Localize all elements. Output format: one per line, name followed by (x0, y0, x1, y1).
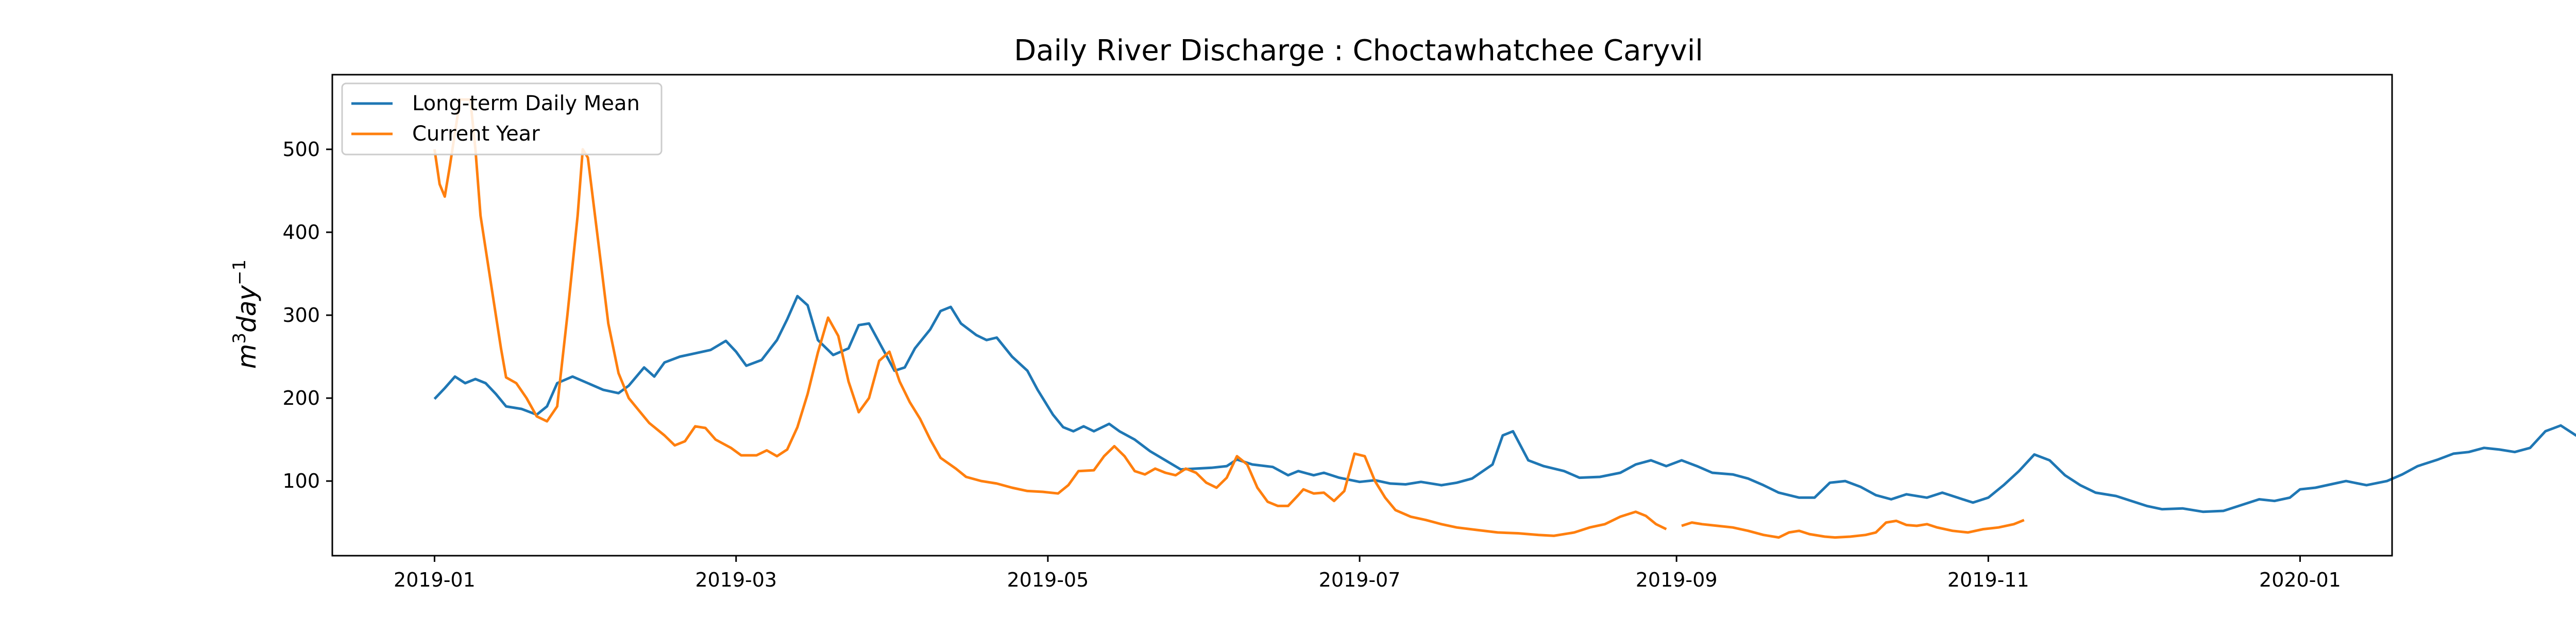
x-tick-label: 2019-01 (394, 569, 476, 591)
x-tick-label: 2019-11 (1947, 569, 2029, 591)
y-axis-ticks: 100 200 300 400 500 (282, 138, 332, 492)
x-tick-label: 2019-07 (1319, 569, 1401, 591)
series-line-long-term-daily-mean (433, 295, 2576, 513)
y-axis-label-base: m (232, 344, 262, 369)
y-tick-label: 300 (282, 304, 320, 327)
y-tick-label: 500 (282, 138, 320, 161)
series-line-current-year (433, 98, 2025, 539)
x-tick-label: 2019-03 (695, 569, 777, 591)
x-tick-label: 2020-01 (2259, 569, 2341, 591)
legend: Long-term Daily Mean Current Year (341, 82, 663, 156)
y-axis-label-sup2: −1 (229, 260, 250, 285)
y-tick-label: 400 (282, 221, 320, 244)
x-axis-ticks: 2019-01 2019-03 2019-05 2019-07 2019-09 2019-… (394, 556, 2341, 591)
y-axis-label-sup1: 3 (229, 333, 250, 344)
chart-title: Daily River Discharge : Choctawhatchee C… (1014, 34, 1703, 67)
y-tick-label: 100 (282, 470, 320, 492)
legend-label-current-year: Current Year (412, 122, 540, 146)
legend-box (341, 82, 663, 156)
y-axis-label: m3day−1 (229, 260, 262, 369)
y-tick-label: 200 (282, 387, 320, 409)
x-tick-label: 2019-09 (1636, 569, 1718, 591)
plot-lines (433, 98, 2576, 539)
plot-frame (331, 74, 2393, 557)
x-tick-label: 2019-05 (1007, 569, 1089, 591)
legend-label-long-term-daily-mean: Long-term Daily Mean (412, 92, 640, 115)
y-axis-label-mid: day (232, 284, 262, 332)
